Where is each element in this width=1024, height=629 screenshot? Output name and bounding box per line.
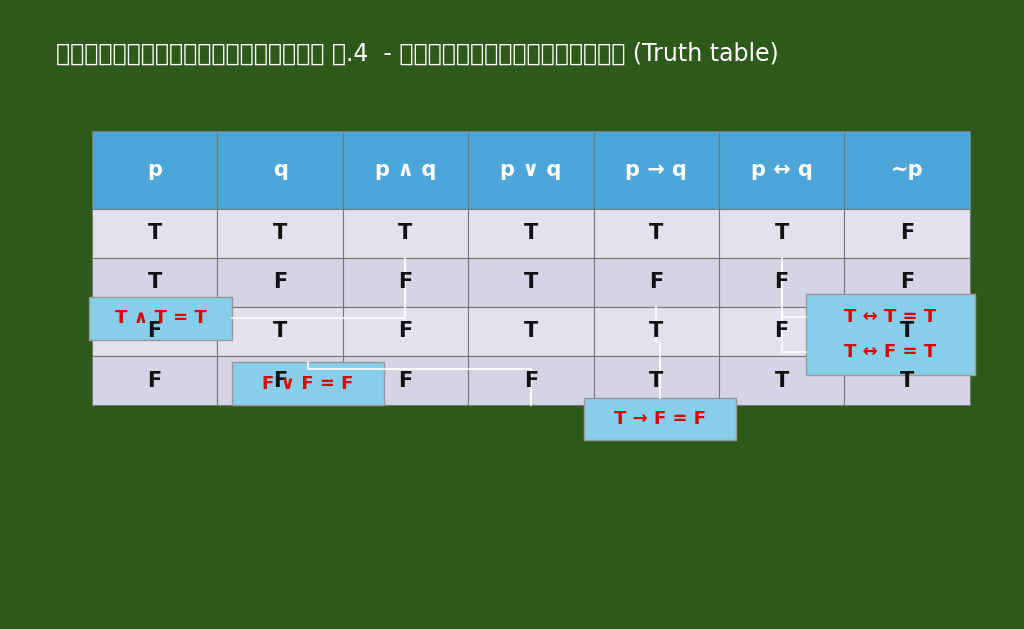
Bar	[343, 209, 468, 258]
Text: T: T	[273, 321, 287, 342]
Text: T: T	[147, 223, 162, 243]
Text: F: F	[523, 370, 538, 391]
Bar	[845, 131, 970, 209]
Bar	[719, 356, 845, 405]
Bar	[594, 356, 719, 405]
Text: F: F	[147, 370, 162, 391]
Bar	[217, 307, 343, 356]
Text: F: F	[273, 370, 287, 391]
Text: p ∨ q: p ∨ q	[500, 160, 561, 180]
Text: T: T	[398, 223, 413, 243]
Bar	[343, 258, 468, 307]
Text: p ∧ q: p ∧ q	[375, 160, 436, 180]
Bar	[468, 209, 594, 258]
Text: T ↔ F = T: T ↔ F = T	[844, 343, 936, 361]
Bar	[92, 356, 217, 405]
Bar	[343, 131, 468, 209]
Bar	[217, 131, 343, 209]
Text: T → F = F: T → F = F	[614, 410, 707, 428]
Text: F: F	[774, 272, 788, 292]
Text: T: T	[649, 370, 664, 391]
Text: T: T	[523, 272, 538, 292]
Text: F: F	[398, 321, 413, 342]
Text: T: T	[900, 370, 914, 391]
Bar	[468, 307, 594, 356]
Bar	[468, 356, 594, 405]
Text: ~p: ~p	[891, 160, 924, 180]
Bar	[594, 209, 719, 258]
Text: T: T	[523, 321, 538, 342]
Bar	[89, 297, 231, 340]
Bar	[594, 307, 719, 356]
Text: F: F	[398, 272, 413, 292]
Text: T ∧ T = T: T ∧ T = T	[115, 309, 206, 327]
Bar	[594, 131, 719, 209]
Text: F: F	[774, 321, 788, 342]
Bar	[217, 258, 343, 307]
Bar	[719, 258, 845, 307]
Text: T: T	[649, 321, 664, 342]
Bar	[584, 398, 736, 440]
Text: p ↔ q: p ↔ q	[751, 160, 813, 180]
Text: F: F	[147, 321, 162, 342]
Text: T ↔ T = T: T ↔ T = T	[844, 308, 936, 326]
Bar	[845, 209, 970, 258]
Text: F ∨ F = F: F ∨ F = F	[262, 375, 353, 392]
Bar	[719, 131, 845, 209]
Text: T: T	[147, 272, 162, 292]
Text: T: T	[273, 223, 287, 243]
Text: p: p	[147, 160, 162, 180]
Bar	[343, 307, 468, 356]
Text: F: F	[900, 223, 914, 243]
Text: F: F	[273, 272, 287, 292]
Bar	[806, 294, 975, 375]
Text: p → q: p → q	[626, 160, 687, 180]
Text: T: T	[900, 321, 914, 342]
Bar	[217, 209, 343, 258]
Text: T: T	[774, 223, 788, 243]
Bar	[719, 307, 845, 356]
Bar	[92, 131, 217, 209]
Bar	[468, 131, 594, 209]
Text: T: T	[774, 370, 788, 391]
Text: T: T	[649, 223, 664, 243]
Bar	[92, 307, 217, 356]
Bar	[217, 356, 343, 405]
Text: ตรรกศาสตร์เบื้องต้น ม.4  - ตารางค่าความจริง (Truth table): ตรรกศาสตร์เบื้องต้น ม.4 - ตารางค่าความจร…	[56, 42, 779, 65]
Bar	[594, 258, 719, 307]
Bar	[343, 356, 468, 405]
Text: F: F	[649, 272, 664, 292]
Bar	[92, 258, 217, 307]
Text: q: q	[272, 160, 288, 180]
Bar	[92, 209, 217, 258]
Text: F: F	[398, 370, 413, 391]
Bar	[231, 362, 384, 405]
Bar	[845, 356, 970, 405]
Bar	[468, 258, 594, 307]
Text: F: F	[900, 272, 914, 292]
Bar	[845, 307, 970, 356]
Text: T: T	[523, 223, 538, 243]
Bar	[845, 258, 970, 307]
Bar	[719, 209, 845, 258]
